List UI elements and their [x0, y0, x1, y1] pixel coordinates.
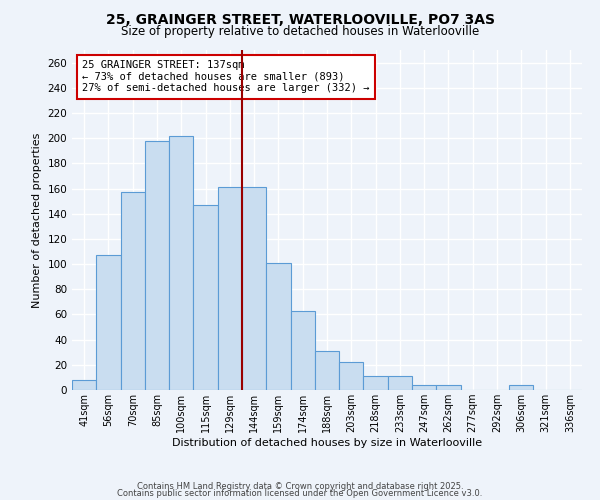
Text: 25, GRAINGER STREET, WATERLOOVILLE, PO7 3AS: 25, GRAINGER STREET, WATERLOOVILLE, PO7 …	[106, 12, 494, 26]
Text: Size of property relative to detached houses in Waterlooville: Size of property relative to detached ho…	[121, 25, 479, 38]
Bar	[364, 376, 388, 390]
Bar	[145, 140, 169, 390]
Bar	[290, 310, 315, 390]
Bar	[242, 188, 266, 390]
Bar	[72, 380, 96, 390]
Y-axis label: Number of detached properties: Number of detached properties	[32, 132, 42, 308]
Bar	[218, 188, 242, 390]
Bar	[96, 256, 121, 390]
Text: 25 GRAINGER STREET: 137sqm
← 73% of detached houses are smaller (893)
27% of sem: 25 GRAINGER STREET: 137sqm ← 73% of deta…	[82, 60, 370, 94]
Bar	[509, 385, 533, 390]
Bar	[169, 136, 193, 390]
Bar	[315, 351, 339, 390]
Bar	[193, 205, 218, 390]
Bar	[121, 192, 145, 390]
Text: Contains HM Land Registry data © Crown copyright and database right 2025.: Contains HM Land Registry data © Crown c…	[137, 482, 463, 491]
Bar	[412, 385, 436, 390]
Bar	[436, 385, 461, 390]
Bar	[266, 263, 290, 390]
Bar	[388, 376, 412, 390]
X-axis label: Distribution of detached houses by size in Waterlooville: Distribution of detached houses by size …	[172, 438, 482, 448]
Text: Contains public sector information licensed under the Open Government Licence v3: Contains public sector information licen…	[118, 489, 482, 498]
Bar	[339, 362, 364, 390]
